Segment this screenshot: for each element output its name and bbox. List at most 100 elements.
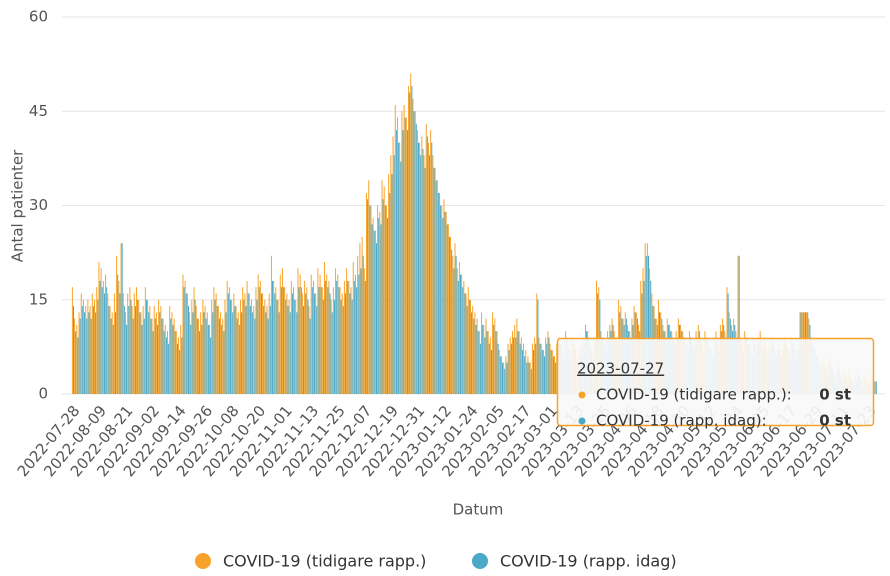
bar: [100, 268, 102, 394]
bar: [248, 293, 250, 394]
bar: [265, 312, 267, 394]
bar: [391, 174, 393, 394]
bar: [121, 243, 123, 394]
bar: [71, 287, 73, 394]
bar: [246, 280, 248, 394]
bar: [423, 155, 425, 394]
bar: [476, 318, 478, 394]
bar: [333, 299, 335, 394]
bar: [444, 211, 446, 394]
bar: [430, 130, 432, 394]
bar: [538, 337, 540, 394]
bar: [419, 142, 421, 394]
bar: [507, 343, 509, 394]
bar: [277, 299, 279, 394]
bar: [341, 293, 343, 394]
bar: [650, 280, 652, 394]
bar: [387, 218, 389, 394]
bar: [311, 287, 313, 394]
bar: [220, 312, 222, 394]
bar: [338, 287, 340, 394]
bar: [145, 299, 147, 394]
bar: [263, 306, 265, 394]
bar: [432, 155, 434, 394]
bar: [144, 287, 146, 394]
bar: [358, 274, 360, 394]
y-tick-label: 45: [29, 102, 48, 120]
bar: [393, 155, 395, 394]
bar: [91, 293, 93, 394]
bar: [309, 318, 311, 394]
bar: [305, 293, 307, 394]
bar: [319, 274, 321, 394]
bar: [88, 312, 90, 394]
bar: [231, 299, 233, 394]
bar: [508, 350, 510, 394]
bar: [434, 167, 436, 394]
bar: [418, 142, 419, 394]
bar: [521, 350, 523, 394]
bar: [504, 368, 506, 394]
bar: [183, 287, 185, 394]
bar: [296, 312, 298, 394]
bar: [166, 331, 168, 394]
bar: [422, 148, 424, 394]
bar: [199, 331, 201, 394]
bar: [78, 312, 80, 394]
bar: [493, 324, 495, 394]
bar: [466, 306, 468, 394]
bar: [506, 362, 508, 394]
bar: [103, 293, 105, 394]
bar: [269, 306, 271, 394]
bar: [448, 236, 450, 394]
bar: [552, 356, 554, 394]
bar: [471, 312, 473, 394]
bar: [342, 306, 344, 394]
bar: [379, 211, 381, 394]
bar: [531, 343, 533, 394]
bar: [455, 255, 457, 394]
bar: [279, 274, 281, 394]
bar: [174, 331, 176, 394]
bar: [315, 293, 317, 394]
bar: [362, 255, 364, 394]
bar: [238, 324, 240, 394]
bar: [383, 186, 385, 394]
bar: [80, 293, 82, 394]
bar: [204, 306, 206, 394]
bar: [503, 362, 505, 394]
bar: [173, 318, 175, 394]
bar: [533, 350, 534, 394]
bar: [182, 274, 184, 394]
bar: [92, 306, 94, 394]
bar: [510, 343, 512, 394]
bar: [304, 280, 306, 394]
bar: [326, 274, 328, 394]
bar: [456, 268, 458, 394]
bar: [489, 337, 491, 394]
bar: [347, 280, 349, 394]
bar: [486, 331, 488, 394]
bar: [378, 218, 380, 394]
bar: [463, 280, 465, 394]
bar: [195, 306, 197, 394]
bar: [188, 306, 189, 394]
bar: [343, 280, 345, 394]
bar: [301, 293, 303, 394]
bar: [446, 224, 448, 394]
bar: [224, 299, 226, 394]
bar: [214, 299, 216, 394]
bar: [227, 293, 229, 394]
bar: [249, 306, 251, 394]
bar: [322, 299, 324, 394]
bar: [278, 312, 280, 394]
tooltip-box: [556, 337, 875, 427]
y-tick-label: 0: [38, 385, 48, 403]
bar: [361, 236, 363, 394]
bar: [457, 280, 459, 394]
bar: [241, 312, 243, 394]
bar: [359, 243, 361, 394]
bar: [169, 306, 171, 394]
bar: [201, 324, 203, 394]
bar: [364, 280, 366, 394]
